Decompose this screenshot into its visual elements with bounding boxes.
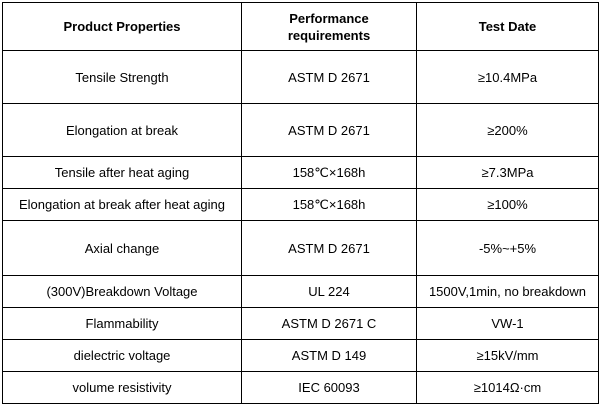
table-row: Axial change ASTM D 2671 -5%~+5% [2, 220, 599, 276]
cell-test: ≥1014Ω·cm [416, 371, 599, 404]
table-row: (300V)Breakdown Voltage UL 224 1500V,1mi… [2, 275, 599, 308]
header-test-date: Test Date [416, 2, 599, 51]
cell-requirement: ASTM D 2671 [241, 103, 417, 157]
cell-property: volume resistivity [2, 371, 242, 404]
table-header: Product Properties Performance requireme… [2, 2, 599, 51]
header-row: Product Properties Performance requireme… [2, 2, 599, 51]
cell-test: ≥200% [416, 103, 599, 157]
cell-property: Elongation at break [2, 103, 242, 157]
cell-test: ≥15kV/mm [416, 339, 599, 372]
cell-requirement: ASTM D 2671 [241, 220, 417, 276]
header-product-properties: Product Properties [2, 2, 242, 51]
table-row: Flammability ASTM D 2671 C VW-1 [2, 307, 599, 340]
cell-property: dielectric voltage [2, 339, 242, 372]
cell-property: Elongation at break after heat aging [2, 188, 242, 221]
cell-test: ≥100% [416, 188, 599, 221]
header-performance-line2: requirements [287, 27, 371, 43]
table-row: Tensile after heat aging 158℃×168h ≥7.3M… [2, 156, 599, 189]
table-row: Elongation at break ASTM D 2671 ≥200% [2, 103, 599, 157]
cell-property: Tensile after heat aging [2, 156, 242, 189]
table-body: Tensile Strength ASTM D 2671 ≥10.4MPa El… [2, 50, 599, 404]
table-row: Elongation at break after heat aging 158… [2, 188, 599, 221]
header-performance-requirements: Performance requirements [241, 2, 417, 51]
cell-requirement: IEC 60093 [241, 371, 417, 404]
cell-test: 1500V,1min, no breakdown [416, 275, 599, 308]
cell-requirement: 158℃×168h [241, 156, 417, 189]
cell-requirement: ASTM D 149 [241, 339, 417, 372]
cell-property: Tensile Strength [2, 50, 242, 104]
cell-requirement: UL 224 [241, 275, 417, 308]
table-row: volume resistivity IEC 60093 ≥1014Ω·cm [2, 371, 599, 404]
cell-requirement: ASTM D 2671 C [241, 307, 417, 340]
table-row: Tensile Strength ASTM D 2671 ≥10.4MPa [2, 50, 599, 104]
header-performance-line1: Performance [289, 10, 369, 26]
cell-test: ≥10.4MPa [416, 50, 599, 104]
cell-test: VW-1 [416, 307, 599, 340]
cell-property: Axial change [2, 220, 242, 276]
table-row: dielectric voltage ASTM D 149 ≥15kV/mm [2, 339, 599, 372]
cell-test: -5%~+5% [416, 220, 599, 276]
cell-test: ≥7.3MPa [416, 156, 599, 189]
cell-property: Flammability [2, 307, 242, 340]
cell-property: (300V)Breakdown Voltage [2, 275, 242, 308]
cell-requirement: ASTM D 2671 [241, 50, 417, 104]
cell-requirement: 158℃×168h [241, 188, 417, 221]
